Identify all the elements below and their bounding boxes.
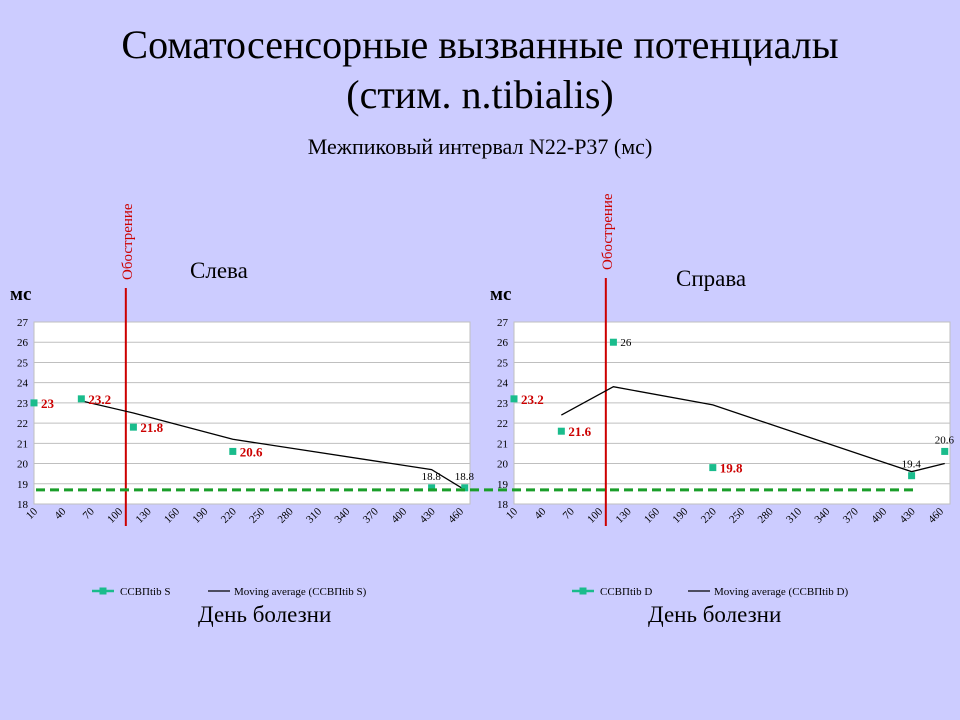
chart-subtitle: Межпиковый интервал N22-P37 (мс)	[307, 134, 653, 159]
left-y-tick-label: 23	[17, 398, 29, 410]
right-y-tick-label: 22	[497, 418, 508, 430]
right-x-tick-label: 70	[561, 505, 578, 522]
left-x-tick-label: 340	[332, 505, 353, 526]
right-y-tick-label: 26	[497, 337, 509, 349]
left-legend-line-label: Moving average (ССВПtib S)	[234, 586, 367, 598]
left-x-tick-label: 130	[134, 505, 155, 526]
left-y-tick-label: 22	[17, 418, 28, 430]
left-data-label: 23.2	[88, 392, 111, 407]
right-x-tick-label: 40	[532, 505, 549, 522]
right-legend-line-label: Moving average (ССВПtib D)	[714, 586, 848, 598]
right-x-tick-label: 130	[614, 505, 635, 526]
right-data-point	[557, 427, 565, 435]
right-data-label: 20.6	[935, 434, 955, 446]
right-x-tick-label: 250	[727, 505, 748, 526]
left-x-tick-label: 370	[361, 505, 382, 526]
left-x-axis-label: День болезни	[198, 602, 332, 627]
right-y-tick-label: 19	[497, 479, 509, 491]
left-y-tick-label: 20	[17, 459, 29, 471]
right-moving-average-line	[561, 386, 945, 473]
right-panel-label: Справа	[676, 266, 747, 291]
right-data-label: 26	[620, 337, 632, 349]
left-y-tick-label: 27	[17, 317, 29, 329]
right-x-tick-label: 100	[585, 505, 606, 526]
right-data-label: 23.2	[521, 392, 544, 407]
right-x-tick-label: 460	[926, 505, 947, 526]
right-data-point	[709, 464, 717, 472]
left-data-point	[30, 399, 38, 407]
right-data-label: 21.6	[568, 424, 591, 439]
left-data-point	[461, 484, 469, 492]
right-x-tick-label: 160	[642, 505, 663, 526]
left-x-tick-label: 220	[219, 505, 240, 526]
right-x-tick-label: 280	[756, 505, 777, 526]
left-x-tick-label: 280	[276, 505, 297, 526]
right-plot-area	[513, 321, 951, 505]
left-data-point	[229, 447, 237, 455]
right-data-label: 19.8	[720, 461, 743, 476]
left-x-tick-label: 400	[389, 505, 410, 526]
left-x-tick-label: 190	[190, 505, 211, 526]
left-x-tick-label: 460	[446, 505, 467, 526]
left-x-tick-label: 250	[247, 505, 268, 526]
left-plot-area	[33, 321, 471, 505]
right-x-tick-label: 430	[898, 505, 919, 526]
left-x-tick-label: 430	[418, 505, 439, 526]
left-data-point	[77, 395, 85, 403]
left-flare-label: Обострение	[120, 203, 136, 280]
page-title-line1: Соматосенсорные вызванные потенциалы	[121, 22, 839, 67]
right-y-tick-label: 21	[497, 438, 508, 450]
left-y-tick-label: 19	[17, 479, 29, 491]
right-x-tick-label: 340	[812, 505, 833, 526]
left-y-tick-label: 24	[17, 378, 29, 390]
right-y-tick-label: 25	[497, 357, 509, 369]
left-x-tick-label: 100	[105, 505, 126, 526]
left-legend-marker-swatch-point	[99, 587, 107, 595]
left-x-tick-label: 310	[304, 505, 325, 526]
right-x-tick-label: 400	[869, 505, 890, 526]
right-unit-label: мс	[490, 284, 512, 305]
left-data-label: 23	[41, 396, 55, 411]
left-panel-label: Слева	[190, 258, 248, 283]
left-data-label: 18.8	[455, 471, 475, 483]
left-y-tick-label: 21	[17, 438, 28, 450]
left-data-label: 18.8	[422, 471, 442, 483]
right-data-point	[609, 338, 617, 346]
left-x-tick-label: 160	[162, 505, 183, 526]
left-unit-label: мс	[10, 284, 32, 305]
left-data-label: 20.6	[240, 444, 263, 459]
left-data-point	[428, 484, 436, 492]
right-y-tick-label: 23	[497, 398, 509, 410]
left-x-tick-label: 40	[52, 505, 69, 522]
right-x-tick-label: 220	[699, 505, 720, 526]
right-x-tick-label: 310	[784, 505, 805, 526]
left-data-label: 21.8	[140, 420, 163, 435]
left-legend-marker-label: ССВПtib S	[120, 586, 170, 598]
left-y-tick-label: 25	[17, 357, 29, 369]
right-data-point	[908, 472, 916, 480]
left-y-tick-label: 18	[17, 499, 29, 511]
right-x-tick-label: 370	[841, 505, 862, 526]
right-y-tick-label: 27	[497, 317, 509, 329]
right-data-point	[941, 447, 949, 455]
right-legend-marker-swatch-point	[579, 587, 587, 595]
left-moving-average-line	[81, 400, 466, 491]
right-legend-marker-label: ССВПtib D	[600, 586, 652, 598]
right-data-label: 19.4	[902, 459, 922, 471]
right-flare-label: Обострение	[600, 193, 616, 270]
right-x-axis-label: День болезни	[648, 602, 782, 627]
left-data-point	[129, 423, 137, 431]
left-x-tick-label: 70	[81, 505, 98, 522]
page-title-line2: (стим. n.tibialis)	[346, 72, 614, 117]
right-x-tick-label: 190	[670, 505, 691, 526]
right-y-tick-label: 18	[497, 499, 509, 511]
right-y-tick-label: 24	[497, 378, 509, 390]
right-y-tick-label: 20	[497, 459, 509, 471]
right-data-point	[510, 395, 518, 403]
left-y-tick-label: 26	[17, 337, 29, 349]
